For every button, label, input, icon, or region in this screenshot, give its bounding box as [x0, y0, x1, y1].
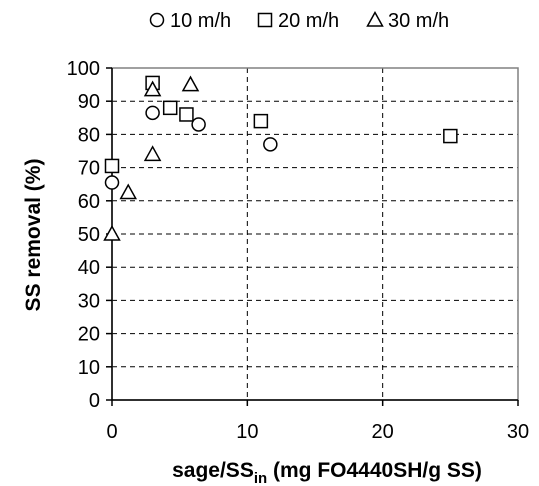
- grid-lines: [112, 67, 518, 400]
- legend: 10 m/h 20 m/h 30 m/h: [149, 10, 449, 32]
- legend-triangle-marker: [366, 10, 384, 27]
- square-data-point: [104, 158, 120, 174]
- triangle-data-point: [103, 224, 121, 241]
- square-data-point: [443, 128, 458, 144]
- x-tick-label: 10: [236, 421, 258, 443]
- circle-data-point: [263, 137, 278, 152]
- triangle-data-point: [119, 183, 138, 200]
- triangle-data-point: [143, 80, 162, 97]
- legend-entry-label: 20 m/h: [278, 10, 339, 32]
- legend-square-marker: [257, 12, 273, 28]
- x-tick-label: 30: [507, 421, 529, 443]
- x-tick-label: 0: [106, 421, 117, 443]
- x-tick-label: 20: [372, 421, 394, 443]
- y-axis-label: SS removal (%): [22, 159, 45, 312]
- y-tick-label: 60: [78, 191, 100, 213]
- circle-data-point: [191, 117, 206, 132]
- y-tick-label: 20: [78, 324, 100, 346]
- y-tick-label: 100: [67, 58, 100, 80]
- y-tick-label: 70: [78, 158, 100, 180]
- square-data-point: [253, 113, 269, 129]
- circle-data-point: [145, 105, 160, 121]
- y-tick-label: 40: [78, 257, 100, 279]
- x-axis-label-rest: (mg FO4440SH/g SS): [267, 459, 482, 482]
- legend-circle-marker: [149, 12, 165, 28]
- y-tick-label: 90: [78, 91, 100, 113]
- y-tick-label: 80: [78, 124, 100, 146]
- tick-labels: 0 10 20 30 40 50 60 70 80 90 100 0 10 20 30: [67, 58, 530, 443]
- y-tick-label: 10: [78, 357, 100, 379]
- x-axis-label-subscript: in: [254, 470, 267, 486]
- triangle-data-point: [181, 75, 200, 92]
- y-tick-label: 30: [78, 290, 100, 312]
- data-markers: [103, 75, 458, 241]
- y-tick-label: 0: [89, 390, 100, 412]
- square-data-point: [162, 100, 178, 116]
- axes: [106, 67, 519, 406]
- x-axis-label-main: sage/SS: [172, 459, 254, 482]
- y-tick-label: 50: [78, 224, 100, 246]
- circle-data-point: [104, 175, 120, 190]
- square-data-point: [179, 107, 194, 122]
- legend-entry-label: 10 m/h: [170, 10, 231, 32]
- triangle-data-point: [143, 145, 162, 162]
- legend-entry-label: 30 m/h: [388, 10, 449, 32]
- x-axis-label: sage/SSin (mg FO4440SH/g SS): [172, 459, 482, 486]
